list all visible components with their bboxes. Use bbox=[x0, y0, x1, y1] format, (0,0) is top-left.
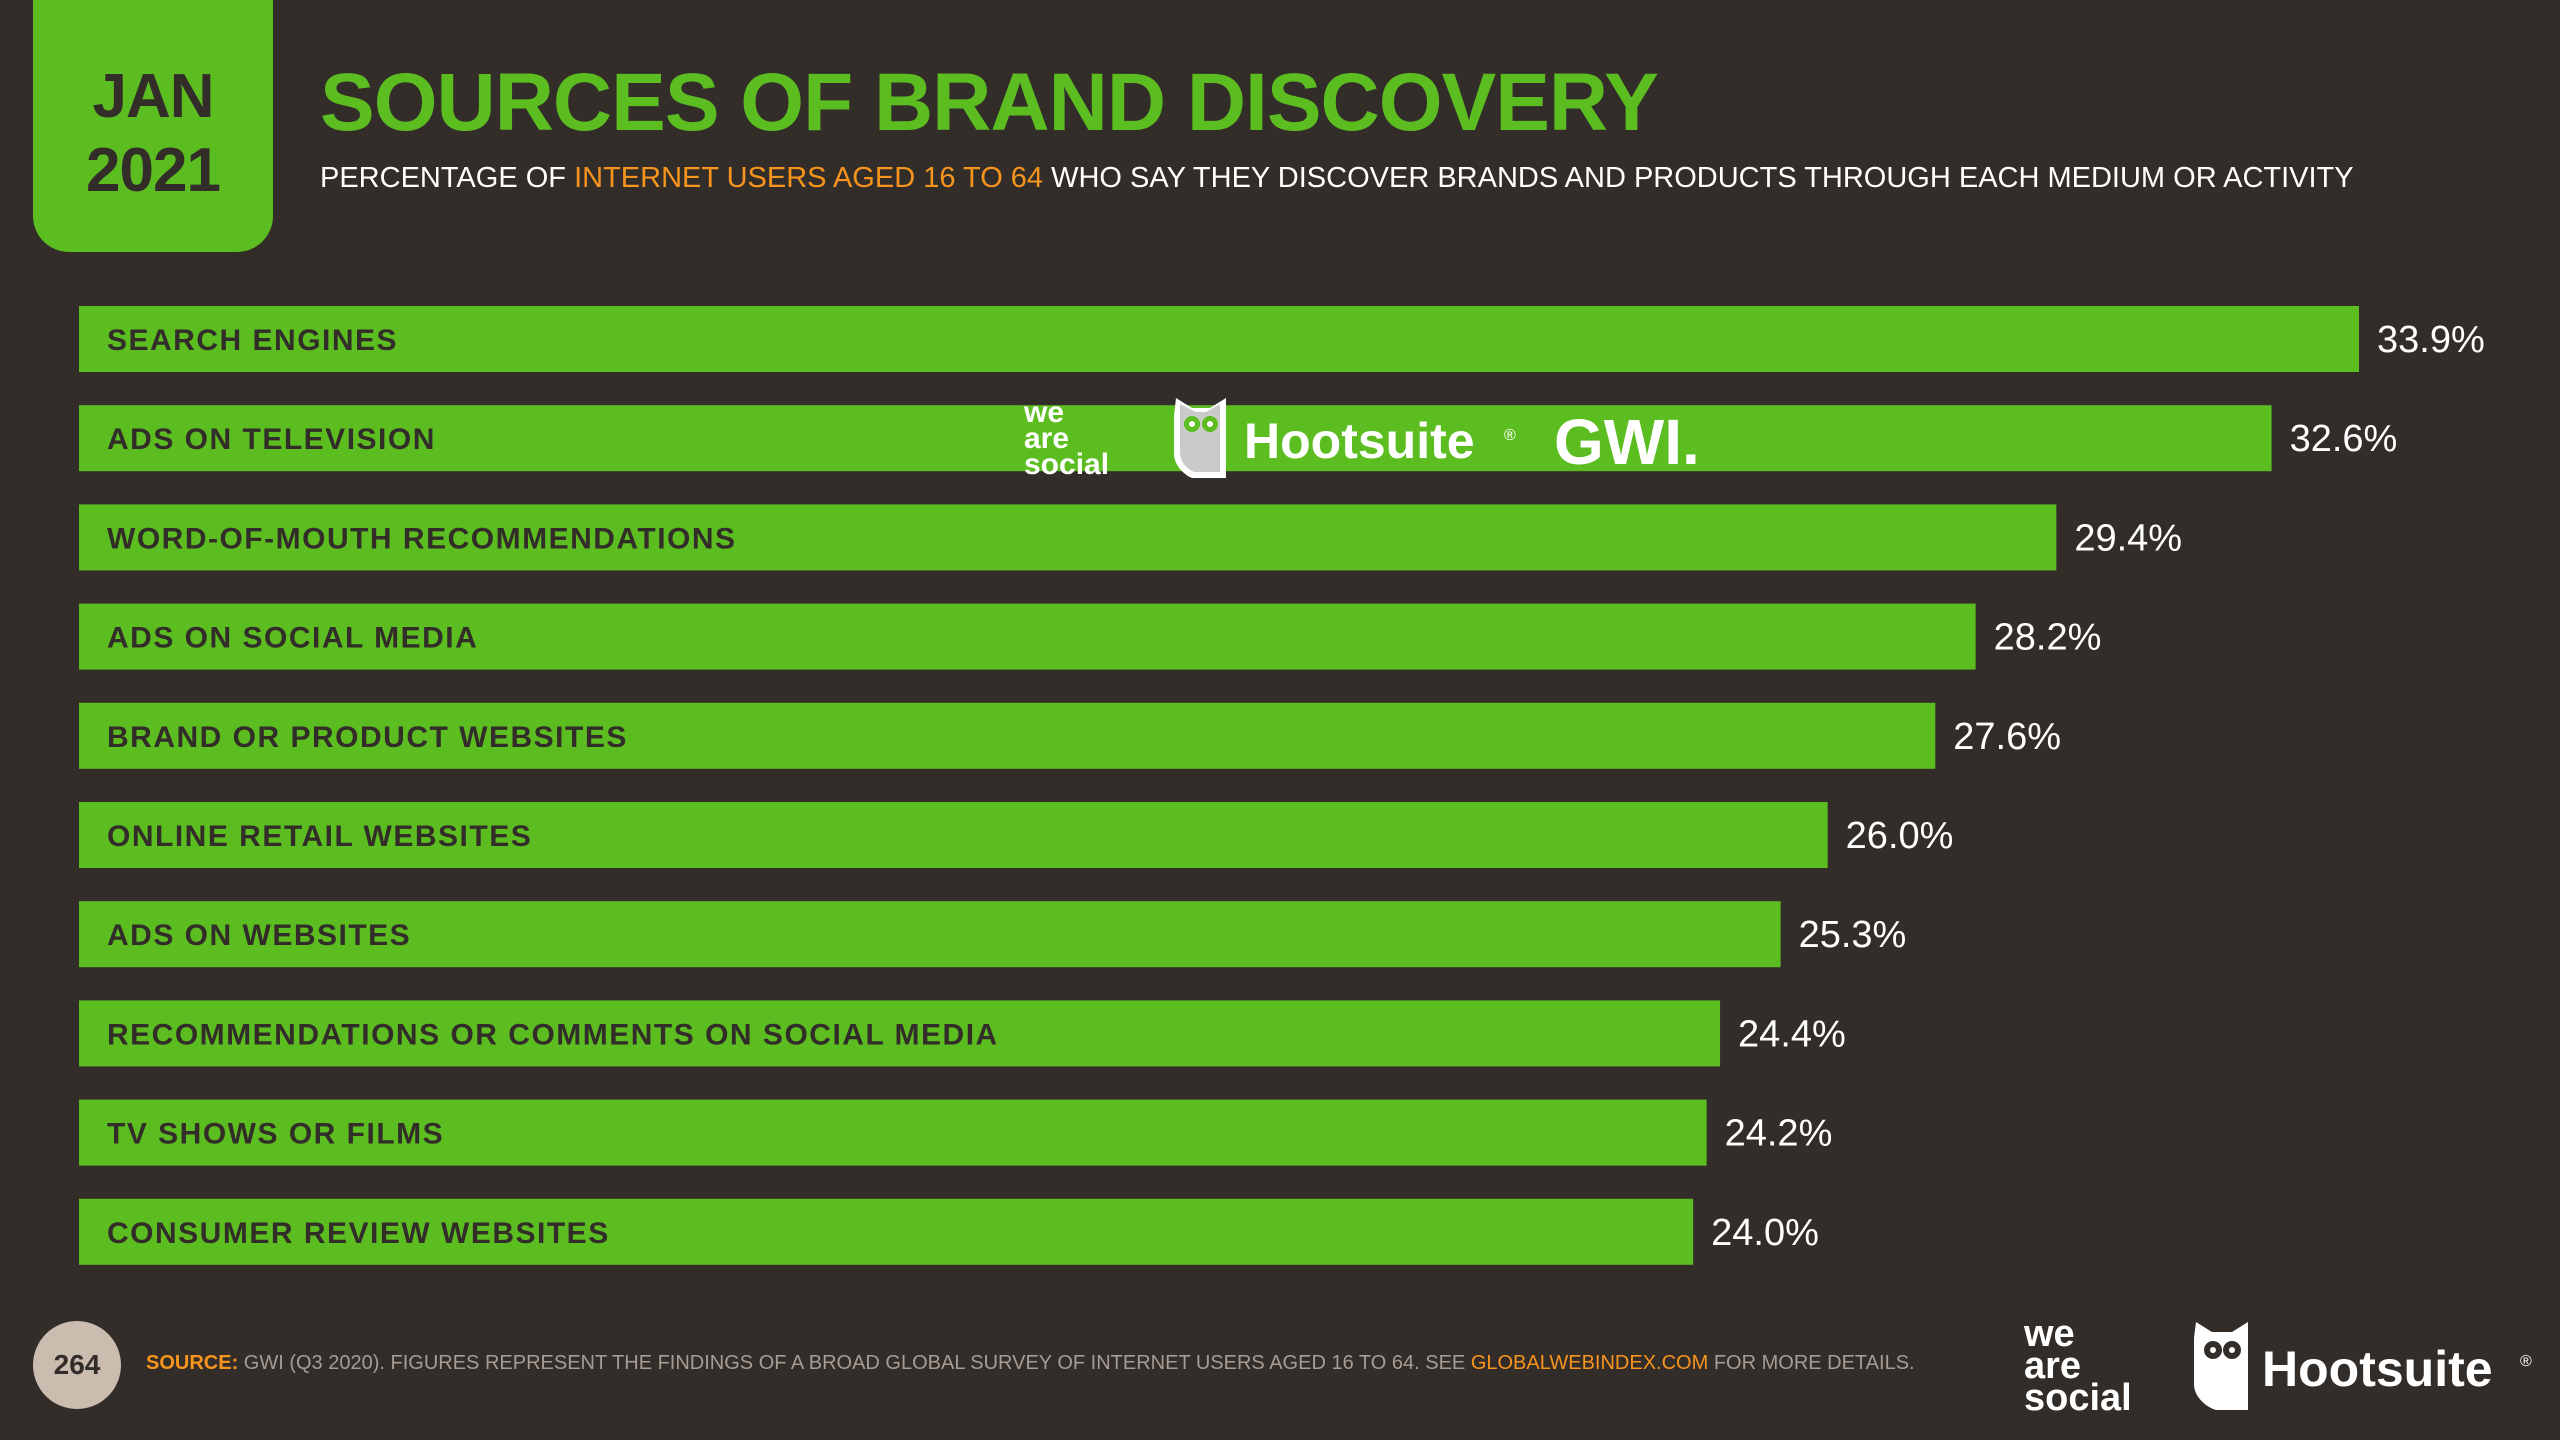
bar-category-label: ADS ON TELEVISION bbox=[107, 423, 436, 456]
bar-value-label: 24.4% bbox=[1738, 1013, 1846, 1055]
bar-category-label: TV SHOWS OR FILMS bbox=[107, 1118, 444, 1151]
bar-value-label: 29.4% bbox=[2074, 517, 2182, 559]
bar-value-label: 24.0% bbox=[1711, 1212, 1819, 1254]
footer: 264 SOURCE: GWI (Q3 2020). FIGURES REPRE… bbox=[0, 1310, 2560, 1420]
subtitle-post: WHO SAY THEY DISCOVER BRANDS AND PRODUCT… bbox=[1043, 162, 2354, 194]
bar bbox=[79, 802, 1828, 868]
page-subtitle: PERCENTAGE OF INTERNET USERS AGED 16 TO … bbox=[320, 164, 2354, 193]
bar bbox=[79, 1000, 1721, 1067]
bar bbox=[79, 1099, 1707, 1166]
footer-hootsuite-wordmark: Hootsuite bbox=[2262, 1341, 2493, 1397]
footer-hootsuite-owl-icon bbox=[2194, 1322, 2248, 1410]
hootsuite-wordmark: Hootsuite bbox=[1244, 413, 1475, 469]
bar-category-label: CONSUMER REVIEW WEBSITES bbox=[107, 1217, 610, 1250]
logo-are: are bbox=[1024, 422, 1069, 455]
partner-logos: we are social Hootsuite ® GWI. bbox=[1023, 396, 1700, 480]
bar bbox=[79, 1198, 1694, 1265]
bar-value-label: 33.9% bbox=[2377, 319, 2485, 361]
source-link[interactable]: GLOBALWEBINDEX.COM bbox=[1470, 1352, 1709, 1374]
bar-value-label: 27.6% bbox=[1953, 716, 2061, 758]
logo-we: we bbox=[1023, 396, 1064, 429]
footer-registered-mark: ® bbox=[2520, 1353, 2532, 1370]
bar bbox=[79, 603, 1976, 670]
page-title: SOURCES OF BRAND DISCOVERY bbox=[320, 57, 1659, 148]
bar-value-label: 24.2% bbox=[1725, 1113, 1833, 1155]
bar-category-label: BRAND OR PRODUCT WEBSITES bbox=[107, 721, 628, 754]
subtitle-highlight: INTERNET USERS AGED 16 TO 64 bbox=[574, 162, 1044, 194]
source-note: SOURCE: GWI (Q3 2020). FIGURES REPRESENT… bbox=[146, 1352, 1915, 1375]
date-badge: JAN 2021 bbox=[33, 0, 273, 252]
footer-logo-are: are bbox=[2024, 1345, 2081, 1387]
hootsuite-owl-icon bbox=[1174, 398, 1226, 478]
page-number: 264 bbox=[33, 1321, 121, 1409]
logo-social: social bbox=[1024, 448, 1109, 480]
footer-logo-we: we bbox=[2023, 1313, 2075, 1355]
bar bbox=[79, 504, 2057, 571]
footer-logos: we are social Hootsuite ® bbox=[2023, 1313, 2532, 1419]
date-year: 2021 bbox=[86, 136, 221, 205]
source-text: GWI (Q3 2020). FIGURES REPRESENT THE FIN… bbox=[238, 1352, 1471, 1374]
bar-category-label: ADS ON SOCIAL MEDIA bbox=[107, 622, 478, 655]
bar-category-label: ADS ON WEBSITES bbox=[107, 919, 411, 952]
source-label: SOURCE: bbox=[146, 1352, 239, 1374]
source-end: FOR MORE DETAILS. bbox=[1708, 1352, 1915, 1374]
bar-chart: SEARCH ENGINES 33.9% ADS ON TELEVISION 32.6… bbox=[79, 306, 2485, 1265]
bar-value-label: 28.2% bbox=[1994, 617, 2102, 659]
subtitle-pre: PERCENTAGE OF bbox=[320, 162, 575, 194]
bar bbox=[79, 901, 1781, 968]
bar bbox=[79, 702, 1936, 769]
bar-value-label: 26.0% bbox=[1846, 815, 1954, 857]
bar-value-label: 32.6% bbox=[2290, 418, 2398, 460]
gwi-logo: GWI. bbox=[1554, 406, 1700, 478]
footer-logo-social: social bbox=[2024, 1377, 2132, 1419]
bar-value-label: 25.3% bbox=[1799, 914, 1907, 956]
registered-mark: ® bbox=[1504, 427, 1516, 444]
bar-category-label: RECOMMENDATIONS OR COMMENTS ON SOCIAL ME… bbox=[107, 1018, 999, 1051]
bar bbox=[79, 306, 2359, 372]
bar-category-label: WORD-OF-MOUTH RECOMMENDATIONS bbox=[107, 522, 737, 555]
footer-we-are-social-logo: we are social bbox=[2023, 1313, 2132, 1419]
bar-category-label: SEARCH ENGINES bbox=[107, 324, 398, 357]
we-are-social-logo: we are social bbox=[1023, 396, 1109, 480]
bar-category-label: ONLINE RETAIL WEBSITES bbox=[107, 820, 532, 853]
date-month: JAN bbox=[92, 62, 214, 131]
